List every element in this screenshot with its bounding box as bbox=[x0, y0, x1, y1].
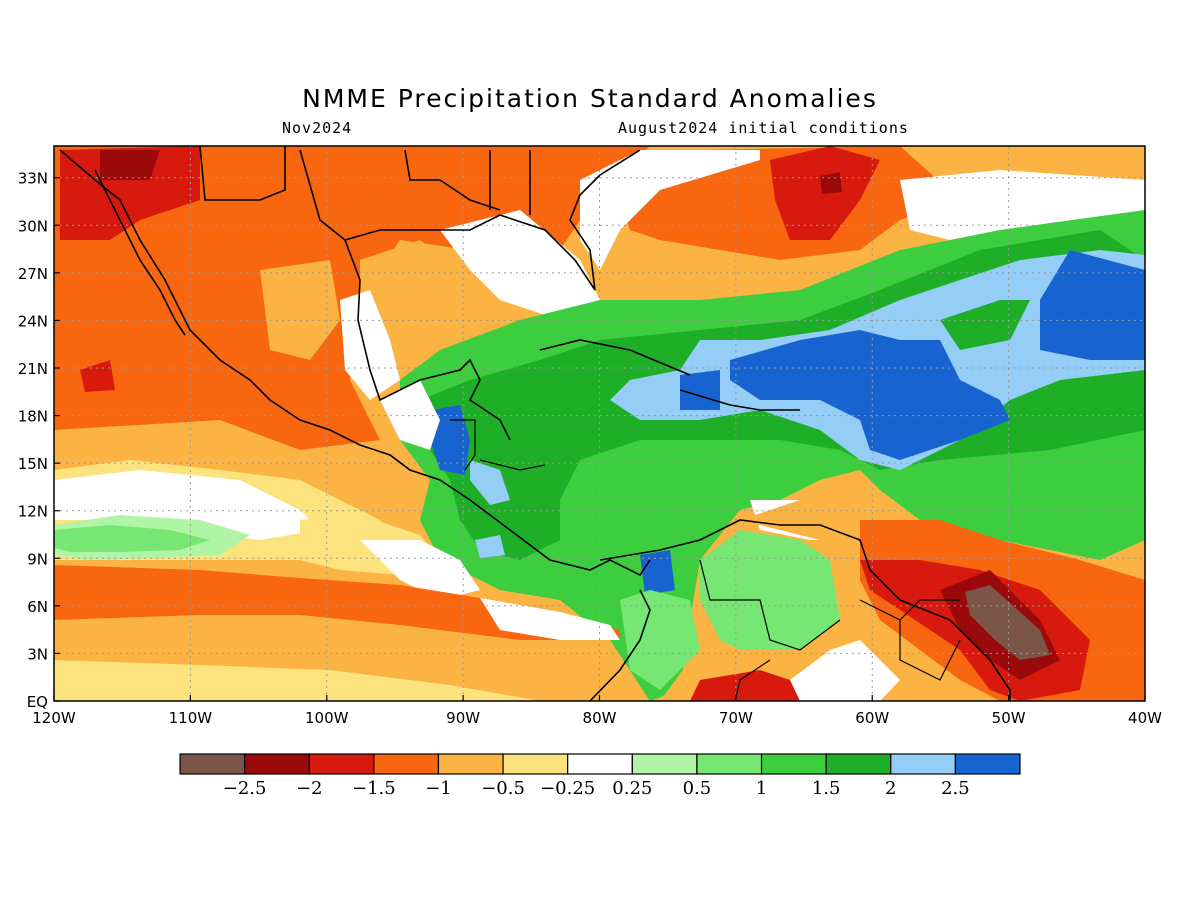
colorbar-label: 2 bbox=[885, 778, 896, 799]
latitude-axis: EQ 3N 6N 9N 12N 15N 18N 21N 24N 27N 30N 33N bbox=[18, 170, 60, 711]
colorbar-swatch bbox=[244, 753, 310, 775]
colorbar: −2.5 −2 −1.5 −1 −0.5 −0.25 0.25 0.5 1 1.5 2 2.5 bbox=[179, 753, 1021, 799]
lat-tick-label: 27N bbox=[18, 265, 48, 283]
lat-tick-label: 9N bbox=[27, 550, 48, 568]
lat-tick-label: 24N bbox=[18, 312, 48, 330]
initial-conditions: August2024 initial conditions bbox=[618, 119, 909, 137]
colorbar-label: 0.25 bbox=[612, 778, 652, 799]
lon-tick-label: 40W bbox=[1128, 709, 1162, 727]
colorbar-swatch bbox=[437, 753, 504, 775]
lon-tick-label: 100W bbox=[305, 709, 349, 727]
colorbar-swatch bbox=[890, 753, 956, 775]
lat-tick-label: 18N bbox=[18, 408, 48, 426]
lon-tick-label: 110W bbox=[169, 709, 213, 727]
lat-tick-label: 33N bbox=[18, 170, 48, 188]
lon-tick-label: 70W bbox=[719, 709, 753, 727]
colorbar-swatch bbox=[954, 753, 1021, 775]
colorbar-label: −2.5 bbox=[223, 778, 267, 799]
forecast-month: Nov2024 bbox=[282, 119, 353, 137]
colorbar-label: 2.5 bbox=[941, 778, 970, 799]
lat-tick-label: 12N bbox=[18, 503, 48, 521]
colorbar-swatch bbox=[825, 753, 892, 775]
colorbar-swatch bbox=[760, 753, 827, 775]
lat-tick-label: 30N bbox=[18, 217, 48, 235]
grid-lines bbox=[54, 146, 1145, 701]
colorbar-swatch bbox=[179, 753, 246, 775]
lon-tick-label: 120W bbox=[32, 709, 76, 727]
lat-tick-label: 3N bbox=[27, 645, 48, 663]
colorbar-swatch bbox=[373, 753, 440, 775]
lon-tick-label: 90W bbox=[446, 709, 480, 727]
lat-tick-label: 15N bbox=[18, 455, 48, 473]
colorbar-label: 0.5 bbox=[683, 778, 712, 799]
colorbar-label: −1 bbox=[425, 778, 452, 799]
political-boundaries bbox=[450, 419, 961, 702]
colorbar-label: −0.25 bbox=[540, 778, 595, 799]
lat-tick-label: 6N bbox=[27, 598, 48, 616]
colorbar-swatch bbox=[567, 753, 633, 775]
colorbar-swatch bbox=[502, 753, 569, 775]
coastlines bbox=[59, 145, 1011, 702]
longitude-axis: 120W 110W 100W 90W 80W 70W 60W 50W 40W bbox=[32, 695, 1162, 727]
anomaly-field bbox=[54, 146, 1145, 701]
lon-tick-label: 80W bbox=[583, 709, 617, 727]
colorbar-swatch bbox=[308, 753, 375, 775]
lon-tick-label: 50W bbox=[992, 709, 1026, 727]
colorbar-label: 1 bbox=[756, 778, 767, 799]
colorbar-label: −1.5 bbox=[352, 778, 396, 799]
lat-tick-label: 21N bbox=[18, 360, 48, 378]
colorbar-swatch bbox=[631, 753, 698, 775]
colorbar-swatch bbox=[696, 753, 763, 775]
colorbar-label: −0.5 bbox=[481, 778, 525, 799]
map-title: NMME Precipitation Standard Anomalies bbox=[302, 84, 878, 113]
lat-tick-label: EQ bbox=[27, 693, 48, 711]
colorbar-label: −2 bbox=[296, 778, 323, 799]
colorbar-label: 1.5 bbox=[812, 778, 841, 799]
lon-tick-label: 60W bbox=[855, 709, 889, 727]
